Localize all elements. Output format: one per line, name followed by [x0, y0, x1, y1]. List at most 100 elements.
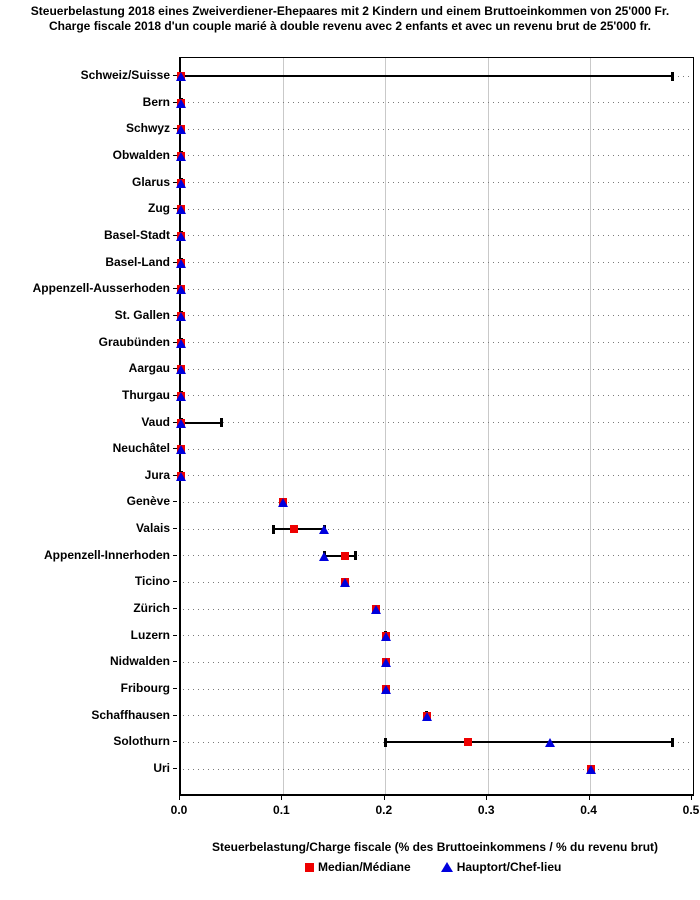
row-gridline [183, 288, 693, 290]
range-min-cap [384, 737, 388, 747]
legend-median-label: Median/Médiane [318, 860, 411, 874]
hauptort-marker [278, 498, 289, 508]
canton-label: Schaffhausen [91, 707, 170, 722]
y-axis-tick [173, 101, 177, 103]
hauptort-marker [176, 285, 186, 295]
x-axis-tick [179, 794, 180, 800]
canton-label: Jura [144, 467, 170, 482]
chart-title-line2: Charge fiscale 2018 d'un couple marié à … [49, 19, 651, 33]
range-max-cap [353, 551, 357, 561]
hauptort-marker [176, 391, 186, 401]
y-axis-tick [173, 714, 177, 716]
canton-label: Solothurn [113, 734, 170, 749]
range-line [181, 75, 673, 77]
y-axis-tick [173, 288, 177, 290]
chart-title-line1: Steuerbelastung 2018 eines Zweiverdiener… [30, 4, 670, 18]
canton-label: Uri [153, 761, 170, 775]
median-marker [340, 551, 349, 560]
hauptort-marker [339, 578, 350, 588]
row-gridline [183, 422, 693, 423]
canton-label: Schweiz/Suisse [80, 68, 170, 82]
range-max-cap [671, 71, 675, 81]
canton-label: Neuchâtel [112, 441, 170, 456]
row-gridline [183, 262, 693, 264]
canton-label: Glarus [131, 174, 170, 189]
hauptort-marker [176, 418, 186, 428]
canton-label: St. Gallen [114, 307, 170, 322]
y-axis-tick [173, 154, 177, 156]
row-gridline [183, 235, 693, 237]
y-axis-tick [173, 314, 177, 316]
row-gridline [183, 715, 693, 717]
row-gridline [183, 395, 693, 397]
row-gridline [183, 768, 693, 770]
canton-label: Genève [126, 494, 170, 509]
x-axis-tick [486, 794, 488, 800]
y-axis-tick [173, 474, 177, 476]
x-axis-tick [588, 794, 590, 800]
row-gridline [183, 102, 693, 104]
x-tick-label: 0.3 [477, 803, 495, 817]
canton-label: Appenzell-Ausserhoden [32, 281, 170, 296]
row-gridline [183, 501, 693, 503]
y-axis-tick [173, 581, 177, 583]
chart-title: Steuerbelastung 2018 eines Zweiverdiener… [0, 4, 700, 34]
hauptort-marker [176, 365, 186, 375]
y-axis-tick [173, 741, 177, 743]
canton-label: Valais [135, 521, 170, 536]
hauptort-marker [176, 471, 186, 481]
row-gridline [183, 448, 693, 450]
hauptort-marker [176, 178, 186, 188]
hauptort-marker [370, 605, 381, 615]
hauptort-marker [176, 445, 186, 455]
y-axis-tick [173, 261, 177, 263]
x-tick-label: 0.5 [682, 803, 700, 817]
canton-label: Obwalden [112, 147, 170, 162]
hauptort-marker [380, 631, 391, 641]
canton-label: Basel-Land [105, 254, 170, 269]
x-tick-label: 0.1 [273, 803, 290, 817]
median-marker [289, 525, 298, 534]
x-axis-tick [691, 794, 692, 800]
hauptort-marker [176, 338, 186, 348]
x-axis-tick [281, 794, 283, 800]
canton-label: Luzern [130, 627, 170, 642]
canton-label: Fribourg [120, 681, 170, 696]
hauptort-marker [421, 711, 432, 721]
canton-label: Thurgau [122, 387, 170, 402]
y-axis-tick [173, 554, 177, 556]
canton-label: Vaud [141, 414, 170, 429]
hauptort-marker [380, 658, 391, 668]
canton-label: Basel-Stadt [103, 227, 170, 242]
legend: Median/Médiane Hauptort/Chef-lieu [305, 860, 561, 874]
canton-label: Ticino [134, 574, 170, 589]
row-gridline [183, 635, 693, 637]
range-line [273, 528, 325, 531]
row-gridline [183, 128, 693, 130]
hauptort-marker [176, 258, 186, 268]
hauptort-marker [176, 151, 186, 161]
y-axis-tick [173, 528, 177, 530]
y-axis-tick [173, 368, 177, 370]
vertical-gridline [282, 58, 284, 794]
hauptort-marker [585, 765, 596, 774]
hauptort-marker [380, 685, 391, 695]
y-axis-tick [173, 608, 177, 610]
row-gridline [183, 182, 693, 184]
hauptort-marker [319, 525, 330, 535]
range-line [324, 554, 356, 557]
median-marker [463, 738, 472, 747]
y-axis-tick [173, 448, 177, 450]
canton-label: Bern [142, 94, 170, 109]
y-axis-tick [173, 661, 177, 663]
median-square-icon [305, 862, 314, 872]
hauptort-marker [319, 551, 330, 561]
y-axis-tick [173, 341, 177, 343]
x-axis-tick [383, 794, 385, 800]
row-gridline [183, 661, 693, 663]
x-tick-label: 0.0 [170, 803, 188, 817]
y-axis-tick [173, 234, 177, 236]
y-axis-tick [173, 634, 177, 636]
y-axis-tick [173, 501, 177, 503]
y-axis-tick [173, 75, 177, 76]
